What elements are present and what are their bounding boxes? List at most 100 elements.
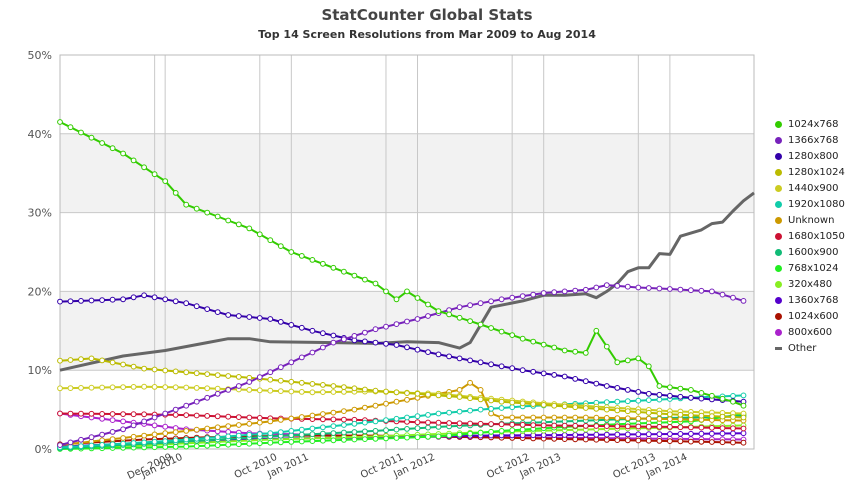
data-point	[645, 285, 652, 291]
data-point	[614, 398, 621, 405]
data-point	[414, 419, 421, 426]
data-point	[235, 441, 242, 448]
data-point	[78, 385, 84, 391]
data-point	[719, 395, 726, 402]
data-point	[656, 410, 663, 417]
legend-swatch	[775, 296, 782, 304]
legend-item[interactable]: 1920x1080	[775, 196, 845, 212]
data-point	[120, 384, 126, 391]
data-point	[435, 308, 442, 315]
legend-label: 1280x1024	[788, 166, 845, 178]
data-point	[383, 427, 389, 434]
data-point	[235, 374, 242, 380]
data-point	[120, 150, 126, 157]
data-point	[288, 388, 295, 395]
legend-item[interactable]: 1280x800	[775, 148, 845, 164]
data-point	[603, 282, 610, 289]
data-point	[130, 411, 137, 418]
data-point	[330, 430, 337, 437]
legend-item[interactable]: 1600x900	[775, 244, 845, 260]
data-point	[688, 438, 694, 445]
data-point	[404, 396, 410, 403]
data-point	[740, 430, 747, 437]
data-point	[603, 343, 610, 350]
data-point	[404, 426, 410, 432]
data-point	[456, 431, 463, 438]
legend-item[interactable]: 800x600	[775, 324, 845, 340]
series-layer	[57, 119, 755, 452]
data-point	[183, 384, 190, 391]
data-point	[530, 401, 537, 408]
data-point	[256, 231, 263, 238]
data-point	[488, 298, 495, 305]
legend-item[interactable]: 1280x1024	[775, 164, 845, 180]
data-point	[372, 418, 379, 425]
legend-swatch	[775, 168, 782, 176]
data-point	[256, 374, 263, 381]
data-point	[267, 430, 274, 437]
data-point	[183, 443, 190, 450]
data-point	[330, 416, 337, 423]
data-point	[740, 425, 747, 432]
legend-item[interactable]: 320x480	[775, 276, 845, 292]
data-point	[256, 315, 263, 321]
legend-item[interactable]: 768x1024	[775, 260, 845, 276]
data-point	[383, 400, 389, 407]
legend-item[interactable]: Other	[775, 340, 845, 356]
data-point	[67, 410, 74, 417]
data-point	[162, 367, 169, 374]
plot-band	[60, 55, 754, 134]
data-point	[435, 351, 442, 358]
data-point	[109, 384, 116, 391]
data-point	[614, 359, 621, 366]
data-point	[456, 394, 463, 400]
data-point	[309, 381, 316, 387]
data-point	[719, 413, 726, 420]
data-point	[320, 382, 326, 388]
data-point	[109, 417, 116, 424]
legend-swatch	[775, 232, 782, 240]
legend-item[interactable]: 1366x768	[775, 132, 845, 148]
legend-item[interactable]: 1024x768	[775, 116, 845, 132]
data-point	[719, 291, 726, 298]
data-point	[635, 415, 642, 422]
data-point	[709, 413, 715, 420]
data-point	[530, 422, 537, 429]
data-point	[425, 419, 431, 426]
data-point	[162, 384, 169, 391]
data-point	[67, 124, 74, 131]
legend-item[interactable]: Unknown	[775, 212, 845, 228]
data-point	[214, 442, 221, 449]
data-point	[151, 431, 158, 438]
data-point	[656, 431, 663, 438]
data-point	[341, 408, 347, 415]
data-point	[572, 404, 579, 411]
data-point	[330, 437, 337, 444]
data-point	[540, 402, 547, 408]
data-point	[698, 438, 705, 445]
data-point	[341, 437, 347, 443]
legend-item[interactable]: 1680x1050	[775, 228, 845, 244]
data-point	[120, 435, 126, 441]
data-point	[667, 416, 673, 423]
plot-border	[59, 54, 755, 450]
data-point	[698, 287, 705, 294]
data-point	[645, 423, 652, 430]
data-point	[204, 425, 211, 432]
legend-item[interactable]: 1024x600	[775, 308, 845, 324]
data-point	[298, 389, 305, 395]
y-tick-label: 20%	[28, 285, 52, 298]
data-point	[277, 417, 284, 423]
legend-item[interactable]: 1360x768	[775, 292, 845, 308]
data-point	[645, 437, 652, 444]
legend-label: 1440x900	[788, 182, 839, 194]
legend-item[interactable]: 1440x900	[775, 180, 845, 196]
data-point	[172, 406, 179, 413]
data-point	[645, 363, 652, 370]
data-point	[667, 286, 673, 292]
data-point	[130, 294, 137, 301]
data-point	[519, 426, 526, 433]
data-point	[603, 415, 610, 421]
data-point	[425, 301, 431, 308]
data-point	[288, 378, 295, 385]
